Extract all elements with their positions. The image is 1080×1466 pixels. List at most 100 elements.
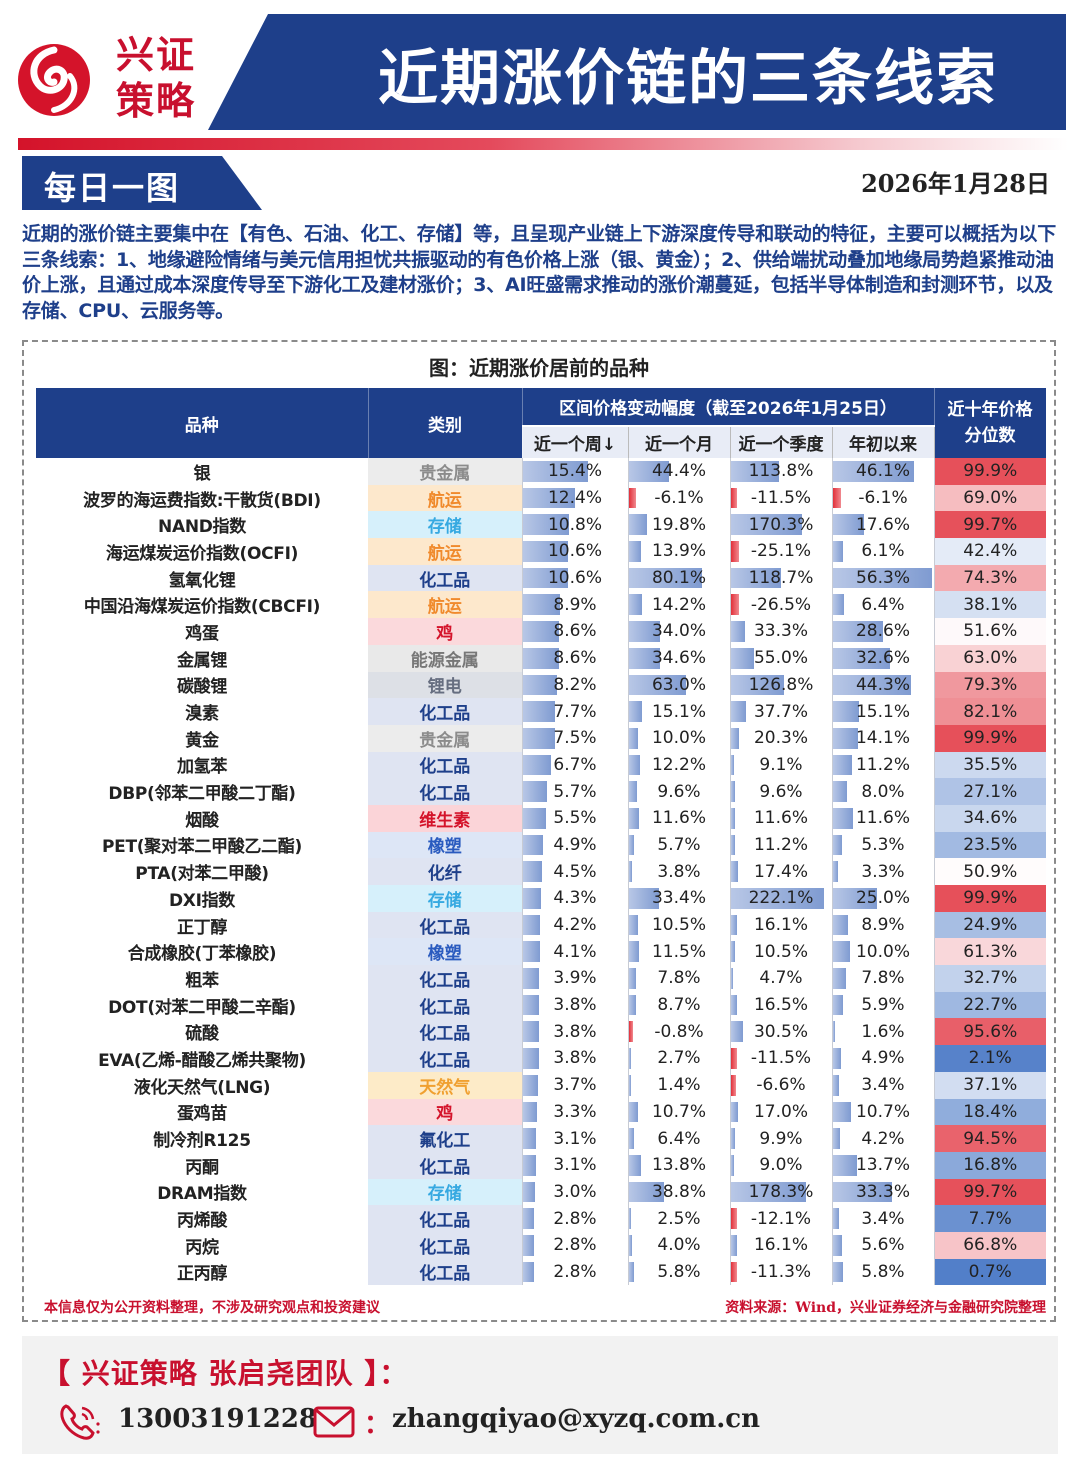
row-name: 硫酸: [185, 1024, 219, 1045]
value-bar: [832, 914, 849, 936]
value-bar: [832, 674, 912, 696]
publish-date: 2026年1月28日: [861, 169, 1050, 198]
row-change-y: 5.9%: [831, 991, 934, 1019]
value-text: 10.8%: [547, 514, 602, 535]
value-bar: [628, 941, 640, 963]
row-name: 中国沿海煤炭运价指数(CBCFI): [83, 597, 321, 618]
value-text: 1.6%: [861, 1021, 905, 1042]
row-name: PET(聚对苯二甲酸乙二酯): [101, 837, 302, 858]
value-bar: [832, 647, 891, 669]
row-percentile: 18.4%: [933, 1098, 1046, 1126]
figure-box: 图：近期涨价居前的品种 品种 类别 区间价格变动幅度（截至2026年1月25日）…: [22, 340, 1056, 1322]
table-row: 溴素 化工品 7.7% 15.1% 37.7% 15.1% 82.1%: [36, 698, 1046, 725]
row-percentile: 99.9%: [933, 458, 1046, 485]
value-text: 9.9%: [759, 1128, 803, 1149]
phone-number[interactable]: 13003191228: [118, 1404, 317, 1434]
value-bar: [628, 888, 660, 909]
value-text: 4.9%: [861, 1048, 905, 1069]
header-ytd[interactable]: 年初以来: [832, 425, 935, 458]
value-text: 16.1%: [753, 915, 808, 936]
value-bar: [730, 861, 738, 882]
row-change-m: 8.7%: [627, 991, 730, 1019]
row-change-y: 6.1%: [831, 538, 934, 565]
value-text: 170.3%: [748, 514, 814, 535]
title-banner: 近期涨价链的三条线索: [208, 14, 1066, 130]
value-text: 33.4%: [651, 888, 706, 909]
row-percentile: 99.9%: [933, 885, 1046, 912]
value-bar: [832, 754, 853, 776]
row-change-y: 17.6%: [831, 511, 934, 539]
value-bar: [832, 968, 847, 989]
value-bar: [832, 461, 915, 482]
value-text: -11.3%: [750, 1261, 812, 1282]
value-text: 15.4%: [547, 461, 602, 482]
value-text: 9.0%: [759, 1155, 803, 1176]
row-change-w: 15.4%: [521, 458, 628, 485]
row-change-w: 4.5%: [521, 858, 628, 885]
value-bar: [522, 861, 542, 882]
value-text: 11.6%: [753, 808, 808, 829]
row-change-q: 10.5%: [729, 938, 832, 966]
value-text: 3.8%: [553, 1021, 597, 1042]
value-text: 2.8%: [553, 1235, 597, 1256]
value-text: 14.2%: [651, 594, 706, 615]
value-bar: [832, 1128, 840, 1149]
value-bar: [832, 1261, 843, 1283]
row-change-m: 7.8%: [627, 965, 730, 992]
row-change-y: 3.3%: [831, 858, 934, 885]
team-label: 【 兴证策略 张启尧团队 】：: [42, 1357, 409, 1390]
value-text: 6.4%: [657, 1128, 701, 1149]
row-change-w: 8.2%: [521, 671, 628, 699]
row-category: 氟化工: [368, 1125, 522, 1152]
row-change-w: 10.6%: [521, 564, 628, 592]
value-bar: [832, 594, 844, 616]
row-change-y: 28.6%: [831, 618, 934, 645]
value-text: 10.6%: [547, 568, 602, 589]
value-bar: [628, 1101, 639, 1123]
value-bar: [832, 1021, 836, 1043]
disclaimer-note: 本信息仅为公开资料整理，不涉及研究观点和投资建议: [44, 1300, 380, 1316]
row-name: 丙烷: [185, 1237, 219, 1258]
value-bar: [522, 727, 555, 749]
row-change-w: 3.8%: [521, 1045, 628, 1072]
header-month[interactable]: 近一个月: [628, 425, 731, 458]
row-category: 化工品: [368, 1231, 522, 1259]
value-text: 10.6%: [547, 541, 602, 562]
row-category: 天然气: [368, 1071, 522, 1099]
row-change-m: 80.1%: [627, 564, 730, 592]
value-text: 2.5%: [657, 1208, 701, 1229]
value-bar: [730, 968, 733, 989]
phone-icon: [60, 1404, 100, 1440]
header-quarter[interactable]: 近一个季度: [730, 425, 833, 458]
row-change-q: 178.3%: [729, 1178, 832, 1206]
value-bar: [832, 834, 842, 856]
row-percentile: 99.7%: [933, 1178, 1046, 1206]
row-percentile: 16.8%: [933, 1151, 1046, 1179]
value-bar: [832, 1208, 839, 1229]
value-bar: [730, 1048, 737, 1069]
email-address[interactable]: zhangqiyao@xyzq.com.cn: [392, 1404, 761, 1434]
value-text: 12.2%: [651, 754, 706, 775]
value-bar: [832, 1074, 839, 1096]
row-category: 化工品: [368, 1018, 522, 1046]
value-text: 8.9%: [861, 915, 905, 936]
row-change-y: 10.0%: [831, 938, 934, 966]
value-bar: [522, 594, 561, 616]
table-row: 金属锂 能源金属 8.6% 34.6% 55.0% 32.6% 63.0%: [36, 644, 1046, 672]
header-week[interactable]: 近一个周↓: [522, 425, 629, 458]
row-change-w: 4.2%: [521, 911, 628, 939]
value-bar: [522, 514, 569, 536]
value-text: 12.4%: [547, 488, 602, 509]
row-change-q: -11.5%: [729, 1045, 832, 1072]
row-percentile: 50.9%: [933, 858, 1046, 885]
row-change-w: 12.4%: [521, 484, 628, 512]
value-bar: [832, 567, 933, 589]
value-text: 118.7%: [748, 568, 814, 589]
value-bar: [628, 994, 637, 1016]
header-category: 类别: [368, 388, 523, 458]
row-change-y: 11.6%: [831, 804, 934, 832]
value-bar: [628, 567, 702, 589]
row-change-m: 13.9%: [627, 538, 730, 565]
value-bar: [628, 1074, 631, 1096]
value-text: 33.3%: [855, 1181, 910, 1202]
